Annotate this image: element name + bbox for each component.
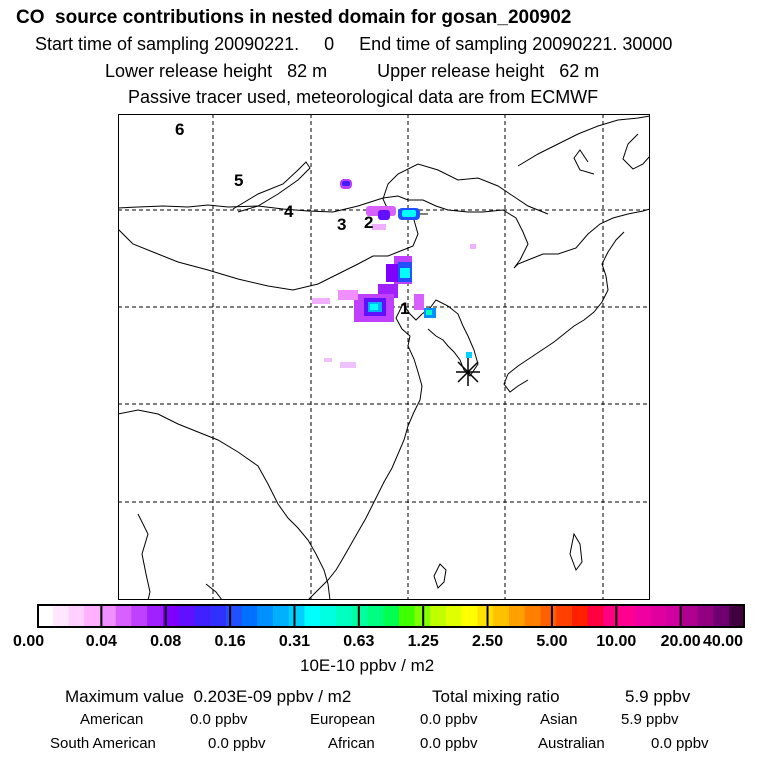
color-swatch xyxy=(383,604,400,628)
color-swatch xyxy=(68,604,85,628)
color-swatch xyxy=(320,604,337,628)
color-swatch xyxy=(446,604,463,628)
color-scale-tick-label: 0.08 xyxy=(150,633,182,650)
region-label-3: 3 xyxy=(337,215,346,234)
color-swatch xyxy=(398,604,416,628)
color-scale-tick-label: 5.00 xyxy=(536,633,568,650)
region-label-5: 5 xyxy=(234,171,243,190)
region-label-1: 1 xyxy=(400,299,409,318)
region-name-european: European xyxy=(310,711,376,728)
region-name-south-american: South American xyxy=(50,735,156,752)
color-swatch xyxy=(619,604,636,628)
color-scale-tick-label: 20.00 xyxy=(660,633,701,650)
color-swatch xyxy=(288,604,305,628)
region-name-australian: Australian xyxy=(538,735,605,752)
total-mixing-ratio-value: 5.9 ppbv xyxy=(625,687,691,706)
map-frame xyxy=(118,114,650,600)
color-scale-tick-label: 40.00 xyxy=(703,633,744,650)
source-contribution-map: 6 5 4 3 2 1 xyxy=(118,114,650,600)
color-scale-frame xyxy=(37,604,745,628)
color-swatch xyxy=(556,604,573,628)
sampling-time-line: Start time of sampling 20090221. 0 End t… xyxy=(35,34,673,54)
receptor-asterisk-icon xyxy=(456,358,480,386)
release-height-line: Lower release height 82 m Upper release … xyxy=(105,61,600,81)
color-scale-tick-label: 0.16 xyxy=(214,633,246,650)
color-swatch xyxy=(477,604,494,628)
color-scale-unit: 10E-10 ppbv / m2 xyxy=(300,656,435,675)
total-mixing-ratio-label: Total mixing ratio xyxy=(432,687,560,706)
region-value-south-american: 0.0 ppbv xyxy=(208,735,266,752)
color-swatch xyxy=(210,604,227,628)
color-swatch xyxy=(367,604,384,628)
color-swatch xyxy=(131,604,148,628)
color-scale-tick-label: 0.31 xyxy=(278,633,311,650)
region-name-african: African xyxy=(328,735,375,752)
color-scale-tick-label: 0.63 xyxy=(343,633,375,650)
color-swatch xyxy=(99,604,117,628)
color-swatch xyxy=(713,604,730,628)
color-scale-bar xyxy=(37,604,745,628)
color-scale-tick-label: 1.25 xyxy=(407,633,439,650)
region-name-american: American xyxy=(80,711,144,728)
color-swatch xyxy=(147,604,164,628)
color-scale-tick-label: 0.04 xyxy=(85,633,117,650)
region-value-american: 0.0 ppbv xyxy=(190,711,248,728)
map-title: CO source contributions in nested domain… xyxy=(16,7,572,28)
color-swatch xyxy=(587,604,604,628)
region-value-african: 0.0 ppbv xyxy=(420,735,478,752)
color-swatch xyxy=(524,604,541,628)
color-swatch xyxy=(697,604,715,628)
color-swatch xyxy=(241,604,258,628)
color-swatch xyxy=(509,604,526,628)
color-swatch xyxy=(84,604,101,628)
color-swatch xyxy=(52,604,69,628)
color-swatch xyxy=(729,604,745,628)
color-swatch xyxy=(162,604,180,628)
contribution-plume xyxy=(312,179,476,368)
region-label-4: 4 xyxy=(284,202,294,221)
land-outlines xyxy=(118,115,650,600)
region-label-2: 2 xyxy=(364,213,373,232)
max-value-label: Maximum value 0.203E-09 ppbv / m2 xyxy=(65,687,352,706)
color-swatch xyxy=(571,604,589,628)
color-scale-tick-label: 0.00 xyxy=(13,633,45,650)
color-swatch xyxy=(273,604,290,628)
color-swatch xyxy=(335,604,353,628)
region-value-european: 0.0 ppbv xyxy=(420,711,478,728)
color-swatch xyxy=(493,604,510,628)
region-value-asian: 5.9 ppbv xyxy=(621,711,679,728)
color-swatch xyxy=(115,604,132,628)
region-value-australian: 0.0 ppbv xyxy=(651,735,709,752)
tracer-info-line: Passive tracer used, meteorological data… xyxy=(128,87,599,107)
color-scale-tick-label: 10.00 xyxy=(596,633,637,650)
color-swatch xyxy=(634,604,652,628)
color-swatch xyxy=(225,604,243,628)
region-name-asian: Asian xyxy=(540,711,578,728)
color-swatch xyxy=(666,604,683,628)
color-swatch xyxy=(430,604,447,628)
color-swatch xyxy=(650,604,667,628)
color-swatch xyxy=(682,604,699,628)
region-label-6: 6 xyxy=(175,120,184,139)
color-swatch xyxy=(194,604,211,628)
color-scale-tick-label: 2.50 xyxy=(471,633,504,650)
color-swatch xyxy=(257,604,274,628)
color-swatch xyxy=(37,604,54,628)
color-swatch xyxy=(461,604,479,628)
color-swatch xyxy=(178,604,195,628)
color-swatch xyxy=(540,604,557,628)
color-swatch xyxy=(304,604,321,628)
